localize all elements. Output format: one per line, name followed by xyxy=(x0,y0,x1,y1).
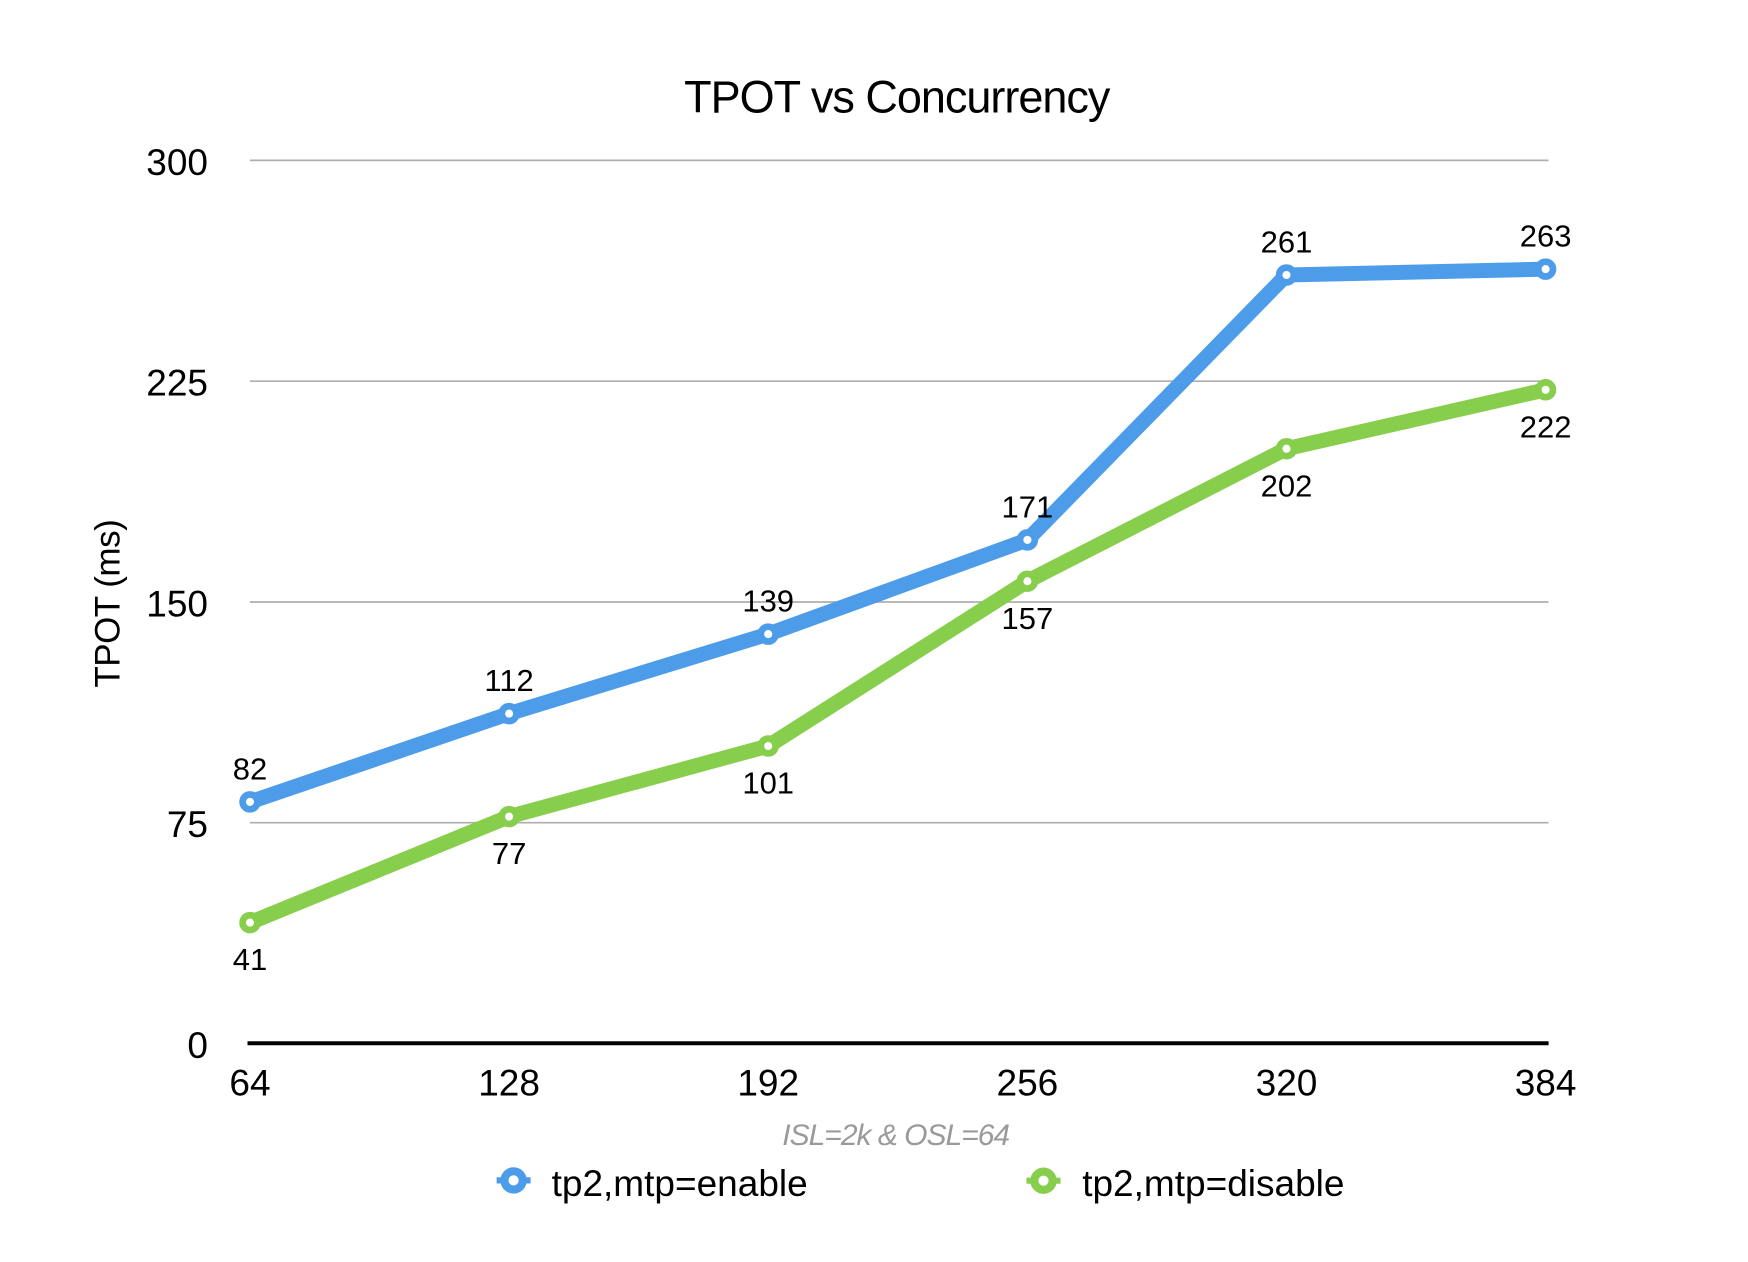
svg-text:128: 128 xyxy=(478,1063,540,1104)
svg-text:225: 225 xyxy=(146,363,208,404)
svg-text:112: 112 xyxy=(484,663,533,698)
svg-text:TPOT vs Concurrency: TPOT vs Concurrency xyxy=(684,72,1111,123)
svg-text:202: 202 xyxy=(1261,468,1313,503)
svg-text:300: 300 xyxy=(146,142,208,183)
svg-text:41: 41 xyxy=(233,942,267,977)
svg-text:tp2,mtp=disable: tp2,mtp=disable xyxy=(1082,1163,1344,1204)
svg-text:222: 222 xyxy=(1520,409,1572,444)
svg-text:TPOT (ms): TPOT (ms) xyxy=(89,520,128,688)
svg-text:tp2,mtp=enable: tp2,mtp=enable xyxy=(552,1163,808,1204)
svg-text:101: 101 xyxy=(742,766,794,801)
svg-text:77: 77 xyxy=(492,836,526,871)
svg-text:261: 261 xyxy=(1261,225,1313,260)
svg-text:192: 192 xyxy=(737,1063,799,1104)
svg-text:0: 0 xyxy=(187,1025,208,1066)
svg-text:139: 139 xyxy=(742,584,794,619)
svg-text:157: 157 xyxy=(1002,601,1054,636)
svg-text:150: 150 xyxy=(146,583,208,624)
svg-text:75: 75 xyxy=(167,804,208,845)
svg-text:263: 263 xyxy=(1520,219,1572,254)
svg-text:82: 82 xyxy=(233,752,267,787)
svg-text:320: 320 xyxy=(1256,1063,1318,1104)
svg-text:171: 171 xyxy=(1002,490,1054,525)
svg-text:384: 384 xyxy=(1515,1063,1577,1104)
svg-text:256: 256 xyxy=(997,1063,1059,1104)
svg-text:64: 64 xyxy=(229,1063,270,1104)
svg-text:ISL=2k & OSL=64: ISL=2k & OSL=64 xyxy=(782,1119,1009,1152)
